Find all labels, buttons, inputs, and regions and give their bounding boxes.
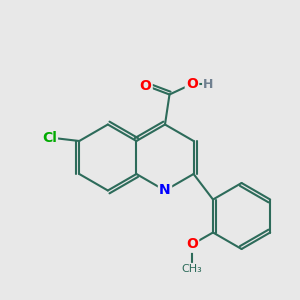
Text: O: O (186, 77, 198, 91)
Text: O: O (186, 238, 198, 251)
Text: N: N (159, 184, 171, 197)
Text: H: H (203, 77, 214, 91)
Text: CH₃: CH₃ (182, 264, 203, 274)
Text: Cl: Cl (42, 131, 57, 145)
Text: O: O (140, 79, 152, 92)
